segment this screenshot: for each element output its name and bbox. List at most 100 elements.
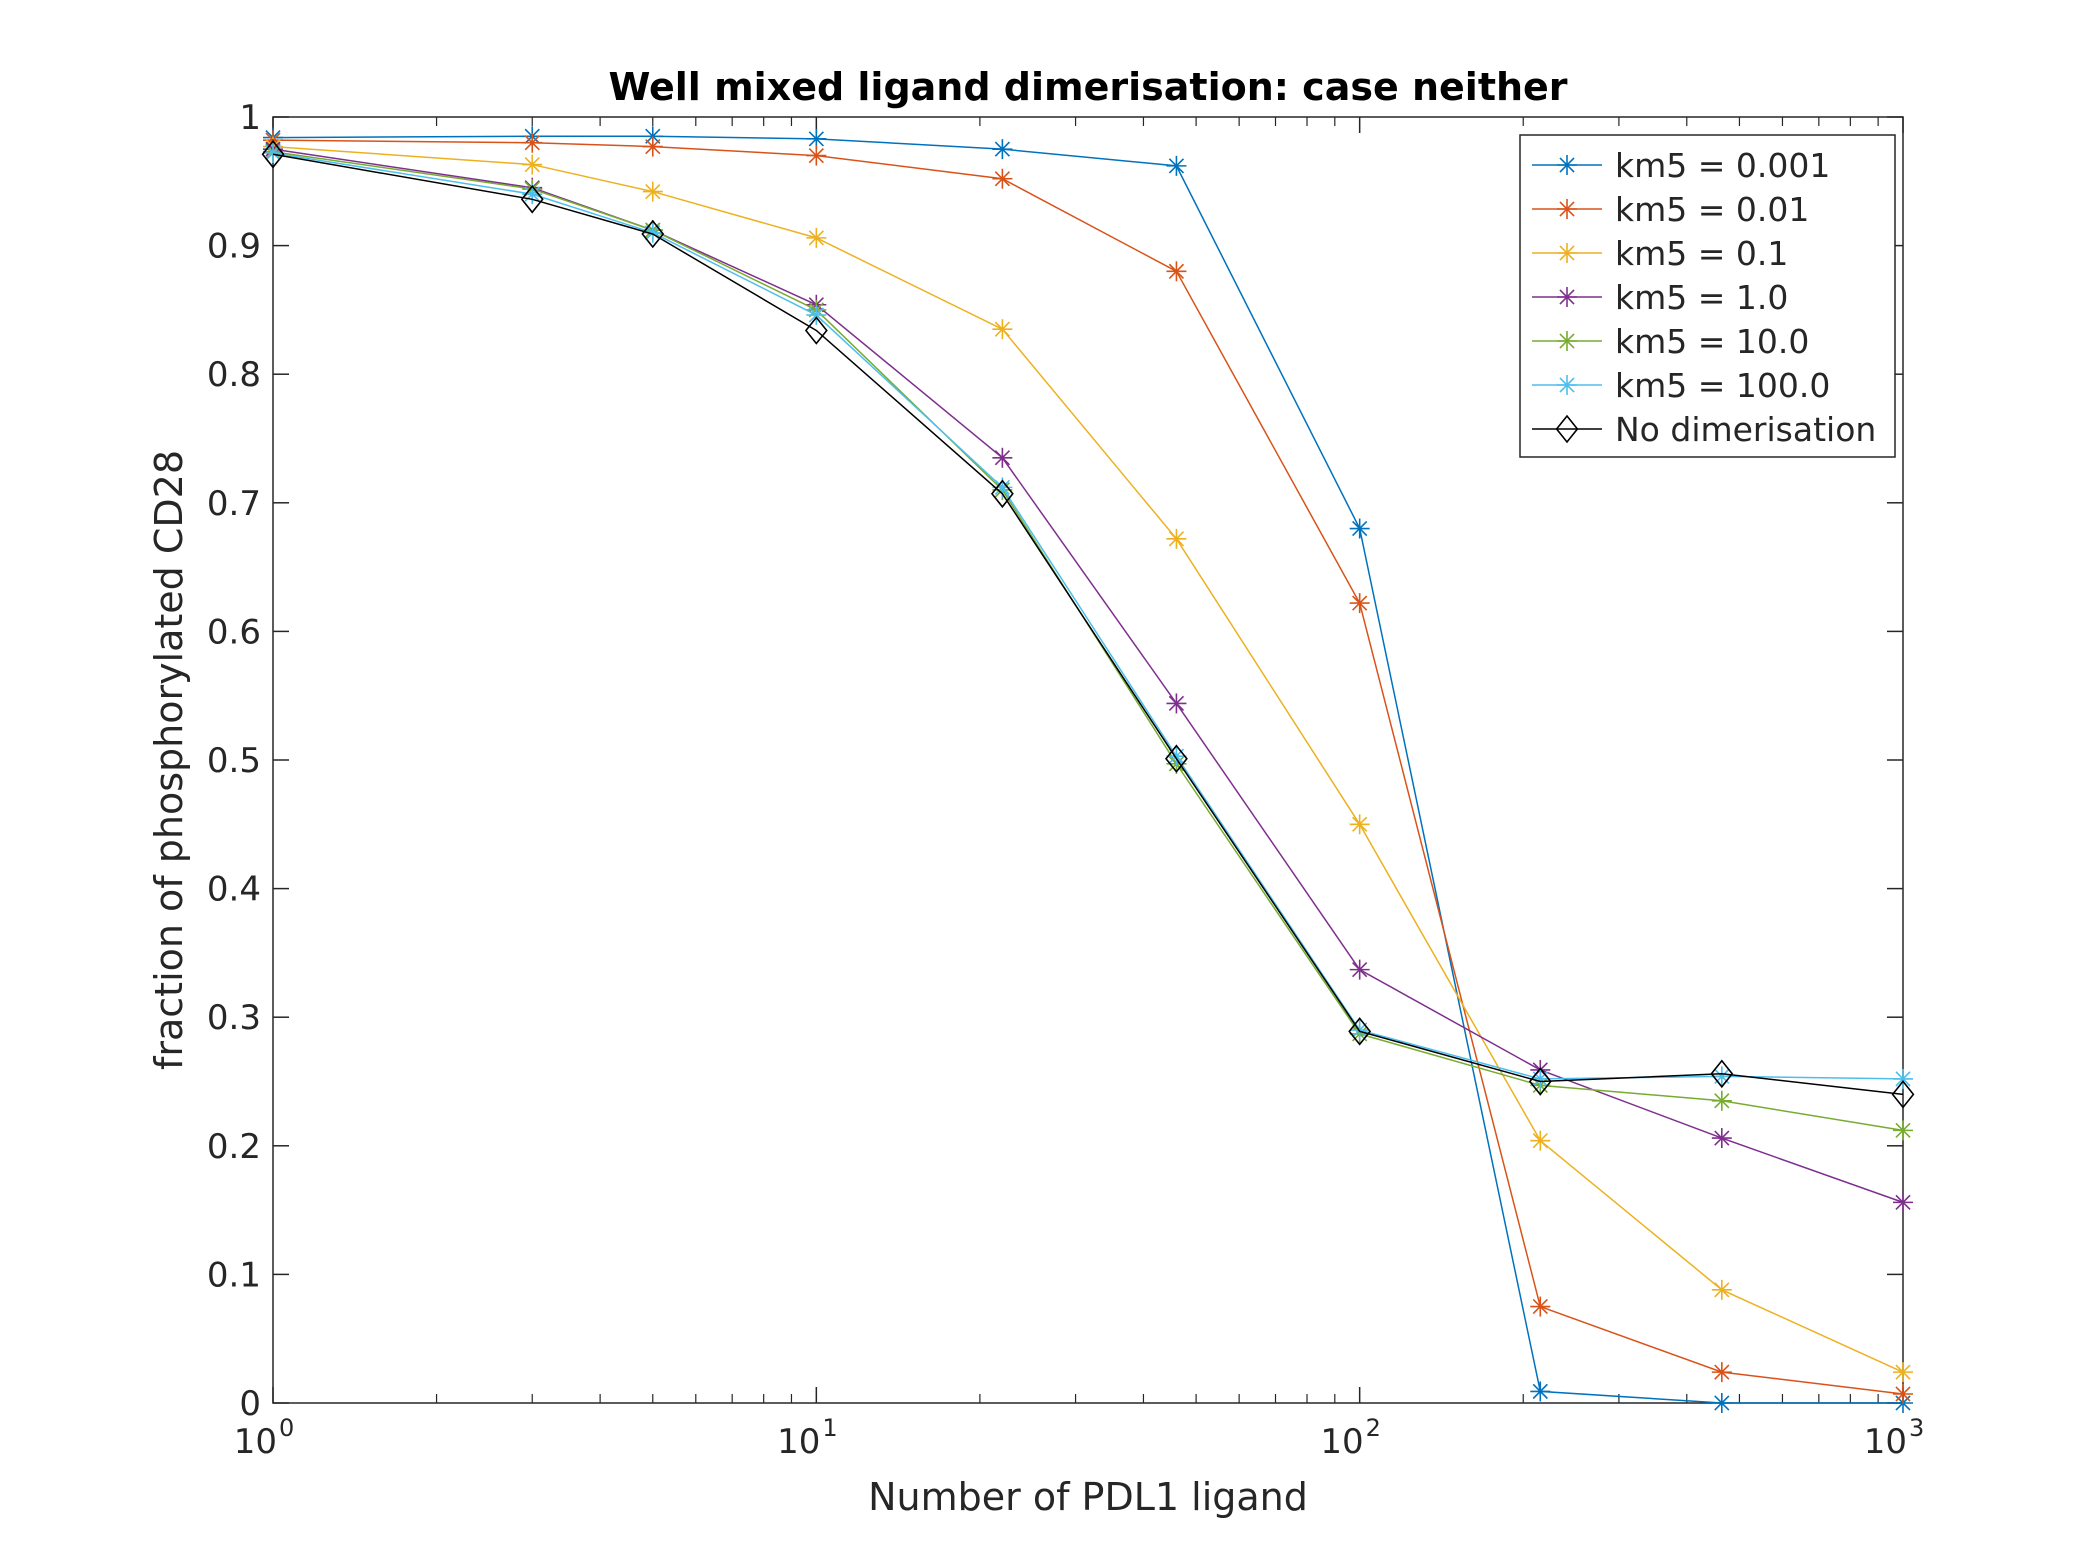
- data-point: [1349, 814, 1370, 835]
- legend-entry: km5 = 0.001: [1532, 146, 1830, 185]
- legend: km5 = 0.001 km5 = 0.01 km5 = 0.1 km5 = 1.0 k…: [1519, 134, 1896, 458]
- asterisk-stroke: [1559, 377, 1575, 393]
- y-tick-label: 0.1: [207, 1255, 261, 1295]
- asterisk-stroke: [1168, 158, 1185, 174]
- asterisk-stroke: [1714, 1395, 1730, 1411]
- data-point: [992, 447, 1013, 468]
- data-point: [806, 145, 827, 166]
- legend-entry: km5 = 0.01: [1532, 190, 1809, 229]
- x-tick-label-base: 10: [1320, 1422, 1363, 1462]
- data-point: [806, 305, 827, 326]
- asterisk-stroke: [808, 147, 824, 164]
- data-point: [1165, 744, 1188, 773]
- data-point: [1528, 1067, 1552, 1096]
- y-tick-label: 0: [239, 1384, 261, 1424]
- asterisk-stroke: [1168, 263, 1185, 279]
- data-point: [522, 132, 543, 153]
- asterisk-stroke: [808, 230, 824, 246]
- data-point: [261, 140, 285, 169]
- data-point: [642, 181, 663, 202]
- asterisk-stroke: [994, 321, 1011, 337]
- x-axis-label: Number of PDL1 ligand: [868, 1475, 1308, 1519]
- series-line: [272, 135, 1903, 1404]
- series-line: [272, 145, 1904, 1373]
- asterisk-stroke: [808, 131, 824, 147]
- asterisk-stroke: [1714, 1364, 1730, 1380]
- data-point: [1710, 1059, 1734, 1089]
- y-tick-label: 0.3: [207, 998, 261, 1038]
- legend-entry: km5 = 100.0: [1532, 366, 1830, 405]
- asterisk-stroke: [1895, 1194, 1911, 1211]
- legend-marker: [1557, 375, 1577, 395]
- asterisk-stroke: [1168, 695, 1185, 712]
- data-point: [806, 128, 827, 149]
- legend-label: km5 = 0.01: [1615, 190, 1809, 229]
- legend-box: [1519, 134, 1896, 458]
- data-point: [992, 319, 1013, 340]
- y-tick-label: 0.5: [207, 741, 261, 781]
- asterisk-stroke: [1532, 1383, 1548, 1400]
- y-axis-label: fraction of phosphorylated CD28: [147, 450, 191, 1070]
- asterisk-stroke: [1559, 201, 1575, 217]
- legend-marker: [1557, 199, 1577, 219]
- chart-title: Well mixed ligand dimerisation: case nei…: [608, 65, 1567, 109]
- data-point: [992, 168, 1013, 189]
- y-tick-label: 1: [239, 98, 261, 138]
- y-tick-label: 0.6: [207, 612, 261, 652]
- legend-marker: [1557, 155, 1577, 175]
- series-7: [261, 140, 1915, 1109]
- data-point: [804, 316, 828, 345]
- legend-marker: [1555, 414, 1579, 444]
- asterisk-stroke: [645, 183, 661, 200]
- data-point: [1893, 1383, 1913, 1404]
- asterisk-stroke: [1895, 1386, 1911, 1402]
- x-tick-label-base: 10: [234, 1422, 277, 1462]
- data-point: [1348, 1017, 1372, 1046]
- asterisk-stroke: [808, 307, 824, 323]
- x-tick-label: 10 3: [1864, 1414, 1925, 1462]
- series-2: [263, 130, 1913, 1404]
- asterisk-stroke: [1352, 961, 1368, 978]
- asterisk-stroke: [1352, 520, 1368, 537]
- asterisk-stroke: [994, 479, 1011, 496]
- data-point: [1711, 1362, 1732, 1383]
- asterisk-stroke: [1532, 1298, 1548, 1315]
- data-point: [1711, 1279, 1732, 1300]
- asterisk-stroke: [1714, 1130, 1730, 1146]
- asterisk-stroke: [1352, 816, 1368, 832]
- asterisk-stroke: [1895, 1364, 1911, 1380]
- asterisk-stroke: [1895, 1071, 1911, 1087]
- asterisk-stroke: [1895, 1122, 1911, 1139]
- asterisk-stroke: [645, 138, 661, 155]
- legend-marker: [1557, 243, 1577, 263]
- asterisk-stroke: [1559, 333, 1575, 349]
- asterisk-stroke: [1559, 245, 1575, 261]
- data-point: [1893, 1192, 1913, 1213]
- asterisk-stroke: [994, 171, 1011, 187]
- data-point: [1166, 528, 1187, 549]
- x-tick-label-base: 10: [777, 1422, 820, 1462]
- x-tick-label-exponent: 3: [1909, 1414, 1924, 1442]
- data-point: [1893, 1362, 1913, 1383]
- x-tick-label-exponent: 1: [822, 1414, 837, 1442]
- y-tick-label: 0.9: [207, 227, 261, 267]
- legend-entry: km5 = 0.1: [1532, 234, 1788, 273]
- legend-label: No dimerisation: [1615, 410, 1876, 449]
- legend-marker: [1557, 287, 1577, 307]
- data-point: [1711, 1090, 1732, 1111]
- x-tick-label-exponent: 0: [279, 1414, 294, 1442]
- data-point: [1891, 1080, 1915, 1109]
- asterisk-stroke: [994, 450, 1011, 466]
- data-point: [1893, 1068, 1913, 1089]
- x-tick-label: 10 2: [1320, 1414, 1381, 1462]
- legend-label: km5 = 100.0: [1615, 366, 1830, 405]
- data-point: [522, 154, 543, 175]
- asterisk-stroke: [1714, 1282, 1730, 1298]
- data-point: [1349, 959, 1370, 980]
- legend-label: km5 = 0.1: [1615, 234, 1788, 273]
- data-point: [641, 219, 665, 249]
- legend-label: km5 = 0.001: [1615, 146, 1830, 185]
- data-point: [1711, 1393, 1732, 1413]
